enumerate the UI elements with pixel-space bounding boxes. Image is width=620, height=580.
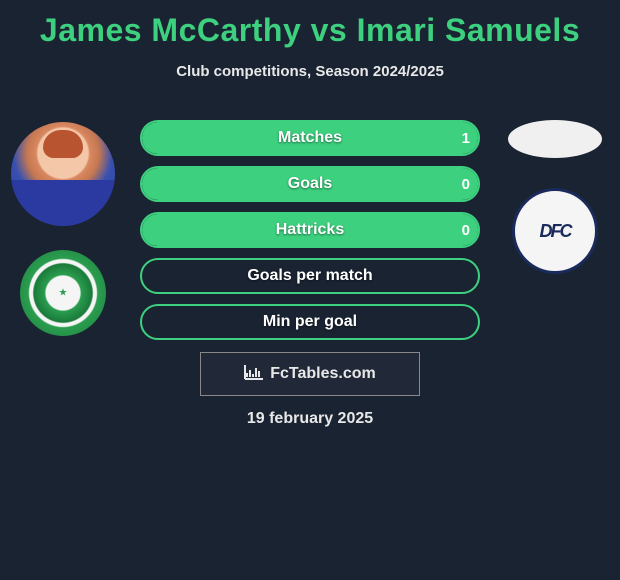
subtitle: Club competitions, Season 2024/2025 (0, 63, 620, 80)
bar-track: Goals 0 (140, 166, 480, 202)
bar-label: Min per goal (142, 306, 478, 338)
bar-track: Matches 1 (140, 120, 480, 156)
bar-label: Matches (142, 122, 478, 154)
left-player-column (8, 122, 118, 336)
left-player-photo (11, 122, 115, 226)
bar-track: Hattricks 0 (140, 212, 480, 248)
bar-label: Goals per match (142, 260, 478, 292)
date-text: 19 february 2025 (0, 410, 620, 428)
watermark-box: FcTables.com (200, 352, 420, 396)
chart-icon (244, 364, 264, 385)
right-player-column: DFC (500, 120, 610, 274)
bar-label: Goals (142, 168, 478, 200)
stat-row: Goals per match (140, 258, 480, 294)
bar-track: Min per goal (140, 304, 480, 340)
stat-row: Goals 0 (140, 166, 480, 202)
bar-track: Goals per match (140, 258, 480, 294)
left-club-badge (20, 250, 106, 336)
bar-value-left: 0 (462, 214, 470, 246)
stat-row: Hattricks 0 (140, 212, 480, 248)
watermark-text: FcTables.com (270, 365, 376, 383)
right-club-badge: DFC (512, 188, 598, 274)
right-player-photo (508, 120, 602, 158)
stat-row: Min per goal (140, 304, 480, 340)
right-club-badge-text: DFC (540, 221, 571, 242)
bar-label: Hattricks (142, 214, 478, 246)
bar-value-left: 0 (462, 168, 470, 200)
stat-row: Matches 1 (140, 120, 480, 156)
page-title: James McCarthy vs Imari Samuels (0, 0, 620, 49)
bar-value-left: 1 (462, 122, 470, 154)
stats-bars: Matches 1 Goals 0 Hattricks 0 Goals per … (140, 120, 480, 350)
